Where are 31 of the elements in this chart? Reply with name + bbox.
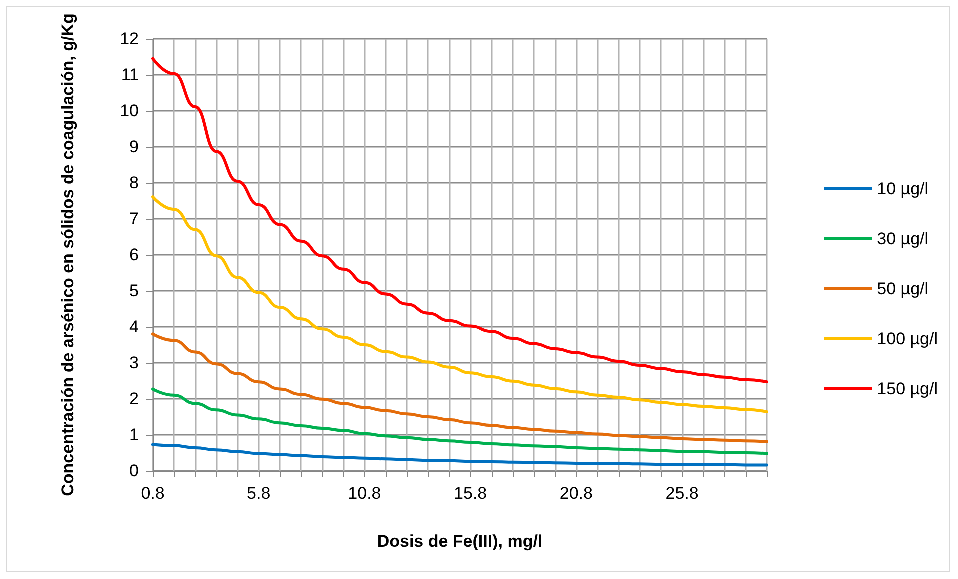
x-tick-label: 0.8 — [141, 484, 165, 503]
legend-label: 10 µg/l — [877, 180, 929, 198]
y-axis-title: Concentración de arsénico en sólidos de coagulación, g/Kg — [58, 14, 78, 496]
y-tick-label: 9 — [130, 138, 139, 156]
legend-label: 150 µg/l — [877, 380, 938, 398]
line-series — [152, 332, 768, 444]
y-tick-label: 10 — [120, 102, 139, 120]
x-tick-label: 25.8 — [666, 484, 699, 503]
line-series — [152, 196, 768, 414]
y-tick-label: 6 — [130, 246, 139, 264]
x-tick-label: 10.8 — [348, 484, 382, 503]
y-tick-label: 8 — [130, 174, 139, 192]
line-series — [152, 443, 768, 467]
y-tick-label: 3 — [130, 354, 139, 372]
legend-label: 100 µg/l — [877, 330, 938, 348]
y-tick-label: 2 — [130, 390, 139, 408]
line-series — [152, 57, 768, 384]
x-axis-title: Dosis de Fe(III), mg/l — [377, 532, 543, 551]
y-tick-label: 7 — [130, 210, 139, 228]
x-tick-label: 20.8 — [560, 484, 593, 503]
y-tick-label: 1 — [130, 426, 139, 444]
legend-label: 30 µg/l — [877, 230, 929, 248]
x-tick-label: 15.8 — [454, 484, 488, 503]
legend-label: 50 µg/l — [877, 280, 929, 298]
y-tick-label: 0 — [130, 462, 139, 480]
y-tick-label: 12 — [120, 30, 139, 48]
line-series — [152, 388, 768, 456]
y-tick-label: 5 — [130, 282, 139, 300]
x-tick-label: 5.8 — [247, 484, 271, 503]
y-tick-label: 4 — [130, 318, 139, 336]
y-tick-label: 11 — [121, 66, 139, 84]
